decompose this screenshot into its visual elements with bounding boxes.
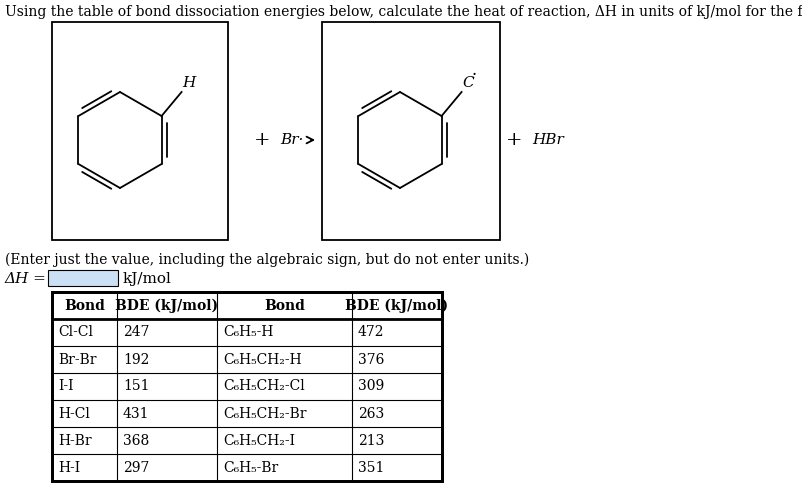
Bar bbox=[52, 22, 228, 240]
Text: C₆H₅-H: C₆H₅-H bbox=[223, 326, 273, 339]
Text: Cl-Cl: Cl-Cl bbox=[58, 326, 93, 339]
Text: I-I: I-I bbox=[58, 379, 74, 394]
Text: ·: · bbox=[472, 67, 477, 84]
Text: H-Cl: H-Cl bbox=[58, 407, 90, 420]
Bar bbox=[52, 292, 442, 481]
Text: 263: 263 bbox=[358, 407, 384, 420]
Text: Bond: Bond bbox=[264, 298, 305, 313]
Text: Br-Br: Br-Br bbox=[58, 353, 96, 367]
Text: 151: 151 bbox=[123, 379, 149, 394]
Text: 431: 431 bbox=[123, 407, 149, 420]
Text: 297: 297 bbox=[123, 460, 149, 475]
Text: C₆H₅CH₂-I: C₆H₅CH₂-I bbox=[223, 434, 295, 448]
Text: Bond: Bond bbox=[64, 298, 105, 313]
Text: (Enter just the value, including the algebraic sign, but do not enter units.): (Enter just the value, including the alg… bbox=[5, 253, 529, 267]
Text: Br·: Br· bbox=[280, 133, 303, 147]
Text: C: C bbox=[463, 76, 474, 90]
Text: HBr: HBr bbox=[532, 133, 564, 147]
Bar bbox=[322, 22, 500, 240]
Text: H-Br: H-Br bbox=[58, 434, 91, 448]
Text: kJ/mol: kJ/mol bbox=[123, 272, 172, 286]
Bar bbox=[48, 270, 118, 286]
Text: 472: 472 bbox=[358, 326, 384, 339]
Text: C₆H₅-Br: C₆H₅-Br bbox=[223, 460, 278, 475]
Text: 368: 368 bbox=[123, 434, 149, 448]
Text: 192: 192 bbox=[123, 353, 149, 367]
Text: 309: 309 bbox=[358, 379, 384, 394]
Text: H: H bbox=[183, 76, 196, 90]
Text: 376: 376 bbox=[358, 353, 384, 367]
Text: +: + bbox=[253, 131, 270, 149]
Text: Using the table of bond dissociation energies below, calculate the heat of react: Using the table of bond dissociation ene… bbox=[5, 5, 802, 19]
Text: 351: 351 bbox=[358, 460, 384, 475]
Text: 213: 213 bbox=[358, 434, 384, 448]
Text: BDE (kJ/mol): BDE (kJ/mol) bbox=[346, 298, 448, 313]
Text: 247: 247 bbox=[123, 326, 149, 339]
Text: +: + bbox=[506, 131, 522, 149]
Text: H-I: H-I bbox=[58, 460, 80, 475]
Text: C₆H₅CH₂-Br: C₆H₅CH₂-Br bbox=[223, 407, 306, 420]
Text: ΔH =: ΔH = bbox=[5, 272, 47, 286]
Text: C₆H₅CH₂-H: C₆H₅CH₂-H bbox=[223, 353, 302, 367]
Text: C₆H₅CH₂-Cl: C₆H₅CH₂-Cl bbox=[223, 379, 305, 394]
Text: BDE (kJ/mol): BDE (kJ/mol) bbox=[115, 298, 219, 313]
